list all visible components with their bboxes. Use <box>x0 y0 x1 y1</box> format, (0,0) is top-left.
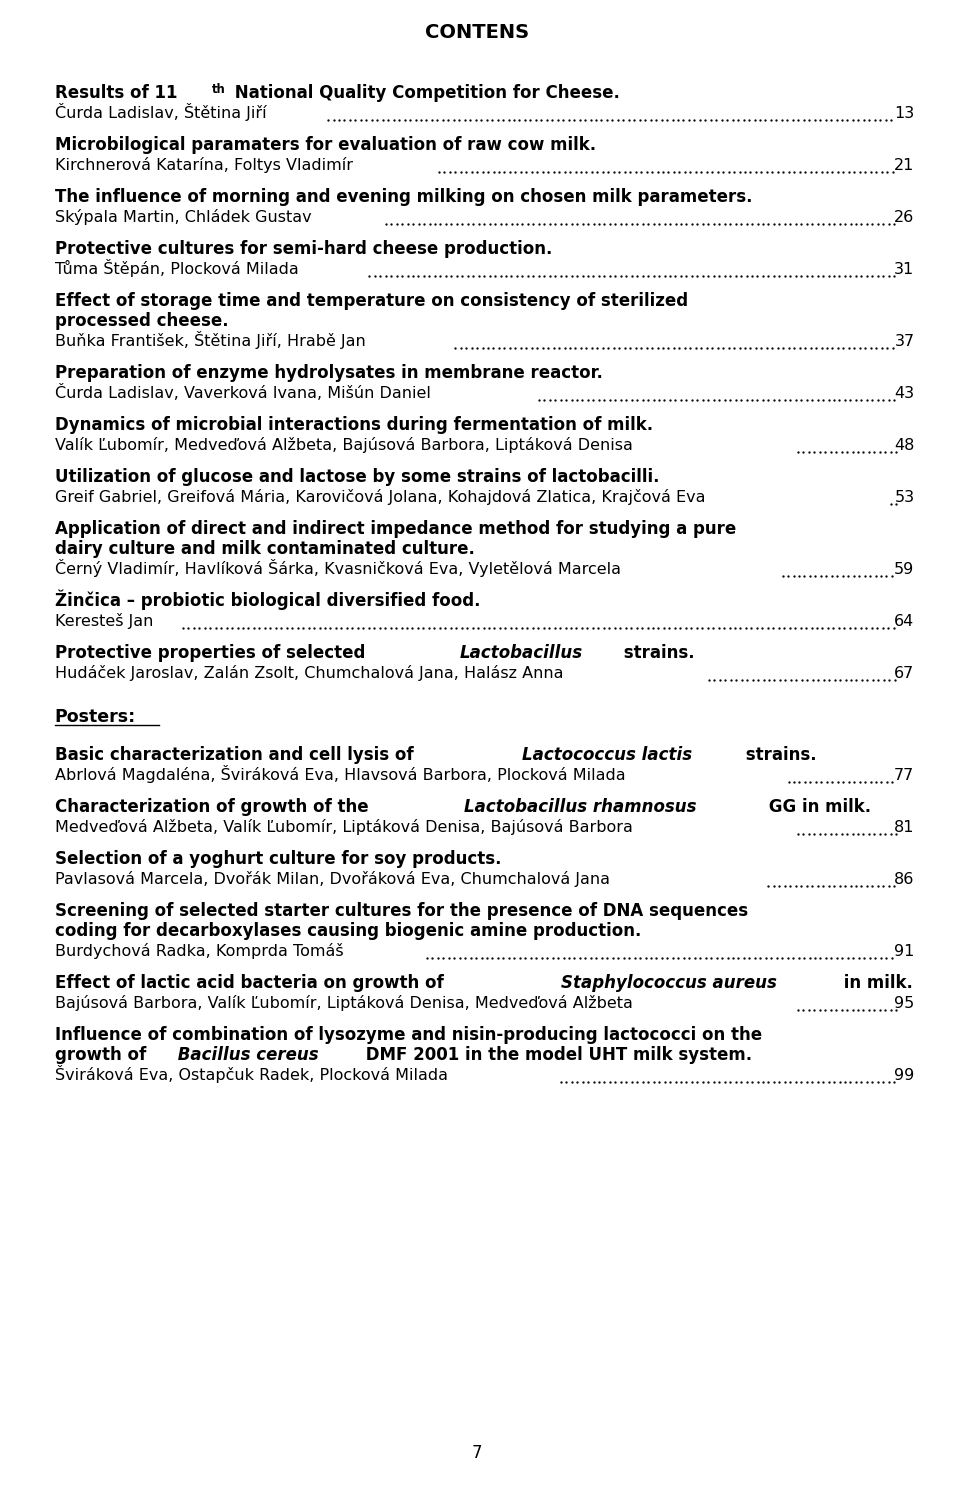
Text: 31: 31 <box>894 262 915 277</box>
Text: 7: 7 <box>472 1443 482 1463</box>
Text: Utilization of glucose and lactose by some strains of lactobacilli.: Utilization of glucose and lactose by so… <box>55 469 660 487</box>
Text: in milk.: in milk. <box>837 975 912 992</box>
Text: 91: 91 <box>894 943 915 958</box>
Text: Dynamics of microbial interactions during fermentation of milk.: Dynamics of microbial interactions durin… <box>55 417 653 434</box>
Text: 48: 48 <box>894 437 915 452</box>
Text: Lactobacillus: Lactobacillus <box>460 644 584 662</box>
Text: Effect of storage time and temperature on consistency of sterilized: Effect of storage time and temperature o… <box>55 292 687 310</box>
Text: Burdychová Radka, Komprda Tomáš: Burdychová Radka, Komprda Tomáš <box>55 943 344 958</box>
Text: Bajúsová Barbora, Valík Ľubomír, Liptáková Denisa, Medveďová Alžbeta: Bajúsová Barbora, Valík Ľubomír, Liptáko… <box>55 995 633 1010</box>
Text: coding for decarboxylases causing biogenic amine production.: coding for decarboxylases causing biogen… <box>55 923 641 940</box>
Text: 53: 53 <box>895 490 915 504</box>
Text: 21: 21 <box>894 158 915 173</box>
Text: 64: 64 <box>894 615 915 629</box>
Text: Černý Vladimír, Havlíková Šárka, Kvasničková Eva, Vyletělová Marcela: Černý Vladimír, Havlíková Šárka, Kvasnič… <box>55 559 621 577</box>
Text: Čurda Ladislav, Vaverková Ivana, Mišún Daniel: Čurda Ladislav, Vaverková Ivana, Mišún D… <box>55 384 430 400</box>
Text: DMF 2001 in the model UHT milk system.: DMF 2001 in the model UHT milk system. <box>360 1046 752 1064</box>
Text: Pavlasová Marcela, Dvořák Milan, Dvořáková Eva, Chumchalová Jana: Pavlasová Marcela, Dvořák Milan, Dvořáko… <box>55 870 610 887</box>
Text: Microbilogical paramaters for evaluation of raw cow milk.: Microbilogical paramaters for evaluation… <box>55 135 596 153</box>
Text: Buňka František, Štětina Jiří, Hrabě Jan: Buňka František, Štětina Jiří, Hrabě Jan <box>55 330 366 350</box>
Text: 26: 26 <box>894 210 915 225</box>
Text: Selection of a yoghurt culture for soy products.: Selection of a yoghurt culture for soy p… <box>55 850 501 868</box>
Text: Tůma Štěpán, Plocková Milada: Tůma Štěpán, Plocková Milada <box>55 259 299 277</box>
Text: 59: 59 <box>894 562 915 577</box>
Text: Čurda Ladislav, Štětina Jiří: Čurda Ladislav, Štětina Jiří <box>55 103 266 121</box>
Text: 37: 37 <box>895 333 915 350</box>
Text: Screening of selected starter cultures for the presence of DNA sequences: Screening of selected starter cultures f… <box>55 902 748 920</box>
Text: Šviráková Eva, Ostapčuk Radek, Plocková Milada: Šviráková Eva, Ostapčuk Radek, Plocková … <box>55 1065 447 1083</box>
Text: strains.: strains. <box>740 745 817 763</box>
Text: Hudáček Jaroslav, Zalán Zsolt, Chumchalová Jana, Halász Anna: Hudáček Jaroslav, Zalán Zsolt, Chumchalo… <box>55 665 564 682</box>
Text: Kirchnerová Katarína, Foltys Vladimír: Kirchnerová Katarína, Foltys Vladimír <box>55 158 352 173</box>
Text: 67: 67 <box>894 667 915 682</box>
Text: Lactococcus lactis: Lactococcus lactis <box>522 745 692 763</box>
Text: Influence of combination of lysozyme and nisin-producing lactococci on the: Influence of combination of lysozyme and… <box>55 1027 762 1045</box>
Text: National Quality Competition for Cheese.: National Quality Competition for Cheese. <box>229 83 620 103</box>
Text: Preparation of enzyme hydrolysates in membrane reactor.: Preparation of enzyme hydrolysates in me… <box>55 365 603 382</box>
Text: Medveďová Alžbeta, Valík Ľubomír, Liptáková Denisa, Bajúsová Barbora: Medveďová Alžbeta, Valík Ľubomír, Lipták… <box>55 818 633 835</box>
Text: Bacillus cereus: Bacillus cereus <box>172 1046 319 1064</box>
Text: Protective properties of selected: Protective properties of selected <box>55 644 371 662</box>
Text: Basic characterization and cell lysis of: Basic characterization and cell lysis of <box>55 745 420 763</box>
Text: Protective cultures for semi-hard cheese production.: Protective cultures for semi-hard cheese… <box>55 240 552 257</box>
Text: Results of 11: Results of 11 <box>55 83 178 103</box>
Text: 99: 99 <box>894 1068 915 1083</box>
Text: Žinčica – probiotic biological diversified food.: Žinčica – probiotic biological diversifi… <box>55 589 480 610</box>
Text: Staphylococcus aureus: Staphylococcus aureus <box>561 975 777 992</box>
Text: Valík Ľubomír, Medveďová Alžbeta, Bajúsová Barbora, Liptáková Denisa: Valík Ľubomír, Medveďová Alžbeta, Bajúso… <box>55 437 633 452</box>
Text: Effect of lactic acid bacteria on growth of: Effect of lactic acid bacteria on growth… <box>55 975 449 992</box>
Text: GG in milk.: GG in milk. <box>762 798 871 815</box>
Text: Application of direct and indirect impedance method for studying a pure: Application of direct and indirect imped… <box>55 519 736 539</box>
Text: The influence of morning and evening milking on chosen milk parameters.: The influence of morning and evening mil… <box>55 187 753 205</box>
Text: 95: 95 <box>894 995 915 1010</box>
Text: 77: 77 <box>894 768 915 783</box>
Text: Abrlová Magdaléna, Šviráková Eva, Hlavsová Barbora, Plocková Milada: Abrlová Magdaléna, Šviráková Eva, Hlavso… <box>55 765 625 783</box>
Text: Characterization of growth of the: Characterization of growth of the <box>55 798 374 815</box>
Text: processed cheese.: processed cheese. <box>55 312 228 330</box>
Text: Lactobacillus rhamnosus: Lactobacillus rhamnosus <box>465 798 697 815</box>
Text: dairy culture and milk contaminated culture.: dairy culture and milk contaminated cult… <box>55 540 474 558</box>
Text: Greif Gabriel, Greifová Mária, Karovičová Jolana, Kohajdová Zlatica, Krajčová Ev: Greif Gabriel, Greifová Mária, Karovičov… <box>55 490 706 504</box>
Text: Skýpala Martin, Chládek Gustav: Skýpala Martin, Chládek Gustav <box>55 208 311 225</box>
Text: 43: 43 <box>895 385 915 400</box>
Text: CONTENS: CONTENS <box>425 22 529 42</box>
Text: strains.: strains. <box>618 644 695 662</box>
Text: Posters:: Posters: <box>55 708 136 726</box>
Text: 13: 13 <box>894 106 915 121</box>
Text: th: th <box>212 83 226 97</box>
Text: growth of: growth of <box>55 1046 146 1064</box>
Text: 81: 81 <box>894 820 915 835</box>
Text: Keresteš Jan: Keresteš Jan <box>55 613 153 629</box>
Text: 86: 86 <box>894 872 915 887</box>
